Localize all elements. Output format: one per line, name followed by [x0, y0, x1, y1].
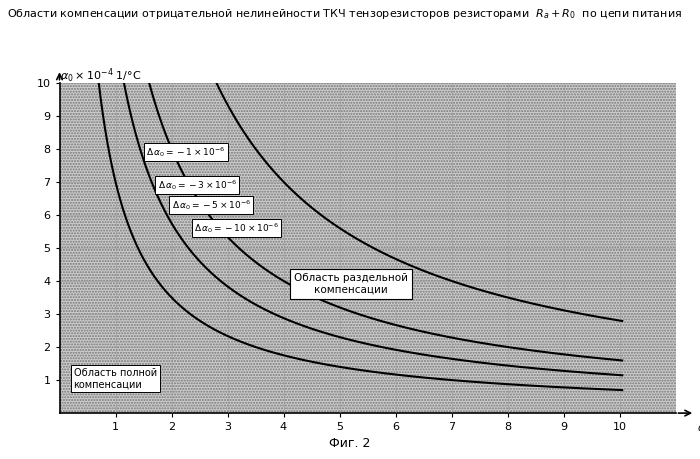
Text: $\Delta\,\alpha_0 = -3\times10^{-6}$: $\Delta\,\alpha_0 = -3\times10^{-6}$ [158, 178, 237, 192]
Text: $\alpha_r \times 10^{-4}$ 1/°C: $\alpha_r \times 10^{-4}$ 1/°C [696, 420, 700, 436]
Text: $\Delta\,\alpha_0 = -5\times10^{-6}$: $\Delta\,\alpha_0 = -5\times10^{-6}$ [172, 198, 251, 212]
Text: Область раздельной
компенсации: Область раздельной компенсации [294, 274, 407, 295]
Text: $\Delta\,\alpha_0 = -1\times10^{-6}$: $\Delta\,\alpha_0 = -1\times10^{-6}$ [146, 145, 225, 159]
Text: Фиг. 2: Фиг. 2 [329, 437, 371, 450]
Text: Область полной
компенсации: Область полной компенсации [74, 368, 157, 389]
Text: Области компенсации отрицательной нелинейности ТКЧ тензорезисторов резисторами  : Области компенсации отрицательной нелине… [7, 7, 682, 21]
Text: $\alpha_0 \times 10^{-4}$ 1/°C: $\alpha_0 \times 10^{-4}$ 1/°C [60, 67, 141, 85]
Text: $\Delta\,\alpha_0 = -10\times10^{-6}$: $\Delta\,\alpha_0 = -10\times10^{-6}$ [194, 221, 279, 235]
